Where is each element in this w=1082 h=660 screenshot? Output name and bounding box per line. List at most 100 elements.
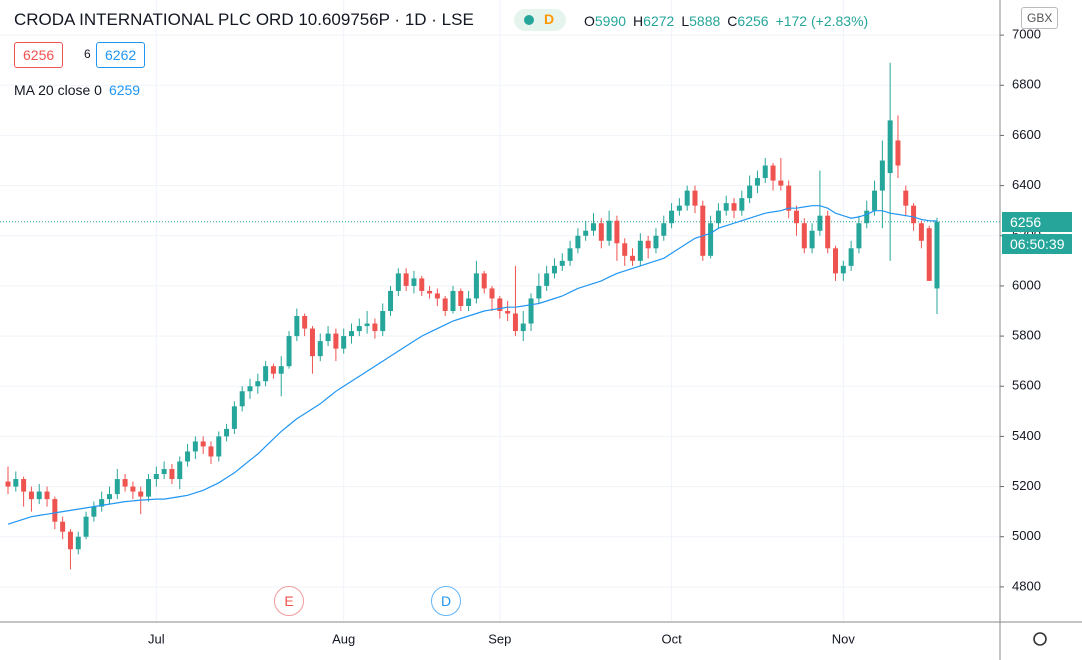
y-tick-label: 5600 [1012,378,1041,393]
candle-body [36,491,42,500]
candle-body [114,479,120,495]
candle-body [676,205,682,211]
candle-body [309,328,315,357]
candle-body [356,326,362,332]
candle-body [544,273,550,286]
candle-body [645,240,651,249]
candle-body [762,165,768,179]
candle-body [44,491,50,500]
countdown-tag: 06:50:39 [1002,233,1072,254]
candle-body [21,479,27,492]
ohlc-value: 5888 [689,13,721,29]
candle-body [606,220,612,241]
candle-body [52,499,58,522]
candle-body [739,198,745,211]
candle-body [551,265,557,274]
candle-body [473,273,479,299]
ohlc-label: C [727,13,738,29]
candle-body [903,190,909,206]
candle-body [325,333,331,342]
candle-body [497,298,503,311]
candle-body [505,311,511,314]
ohlc-label: L [681,13,690,29]
candle-body [450,290,456,311]
candle-body [161,469,167,475]
candle-body [833,248,839,274]
candle-body [263,366,269,382]
candle-body [411,278,417,286]
candle-body [67,531,73,550]
candle-body [856,223,862,249]
candle-body [911,205,917,224]
candle-body [138,491,144,497]
candle-body [286,336,292,367]
candle-body [489,288,495,299]
candle-body [122,479,128,487]
candle-body [575,235,581,249]
x-tick-label: Jul [148,631,165,646]
candle-body [302,316,308,329]
ohlc-value: 6256 [737,13,769,29]
y-tick-label: 6000 [1012,277,1041,292]
candle-body [5,481,11,487]
candle-body [270,366,276,374]
candle-body [231,406,237,429]
ma-line [7,205,938,525]
x-tick-label: Nov [832,631,856,646]
event-marker[interactable]: D [431,586,461,616]
candle-body [255,381,261,387]
candle-body [567,248,573,261]
candle-body [395,273,401,291]
ohlc-label: O [584,13,595,29]
candle-body [341,336,347,349]
candle-body [661,223,667,236]
candle-body [317,341,323,357]
ask-box[interactable]: 6262 [96,42,146,68]
candle-body [793,210,799,224]
y-tick-label: 5000 [1012,528,1041,543]
candle-body [598,223,604,241]
candle-body [153,474,159,480]
ma-legend: MA 20 close 0 6259 [14,82,140,98]
candle-body [708,223,714,256]
x-tick-label: Aug [332,631,355,646]
y-tick-label: 5800 [1012,328,1041,343]
x-tick-label: Sep [488,631,511,646]
spread: 6 [84,47,91,61]
status-pill[interactable]: D [514,9,566,31]
candle-body [372,323,378,332]
candle-body [466,298,472,306]
candle-body [520,323,526,332]
candle-body [388,290,394,311]
status-dot [524,15,534,25]
candle-body [559,260,565,266]
candle-body [653,235,659,249]
candle-body [723,203,729,211]
candle-body [848,248,854,266]
candle-body [817,215,823,231]
candle-body [583,230,589,236]
bid-box[interactable]: 6256 [14,42,64,68]
candle-body [458,290,464,306]
candle-body [770,165,776,181]
ohlc-value: 5990 [594,13,627,29]
y-tick-label: 7000 [1012,27,1041,42]
candle-body [75,536,81,550]
candle-body [614,220,620,244]
candle-body [380,311,386,332]
candle-body [591,223,597,231]
y-tick-label: 4800 [1012,578,1041,593]
ma-name: MA 20 close 0 [14,82,102,98]
event-marker[interactable]: E [274,586,304,616]
candle-body [364,323,370,327]
candle-body [427,290,433,294]
candle-body [700,205,706,256]
ohlc-value: 6272 [643,13,675,29]
candle-body [224,428,230,437]
change: +172 (+2.83%) [775,13,869,29]
currency-button[interactable]: GBX [1021,7,1059,29]
candle-body [60,521,66,532]
candle-body [630,255,636,261]
